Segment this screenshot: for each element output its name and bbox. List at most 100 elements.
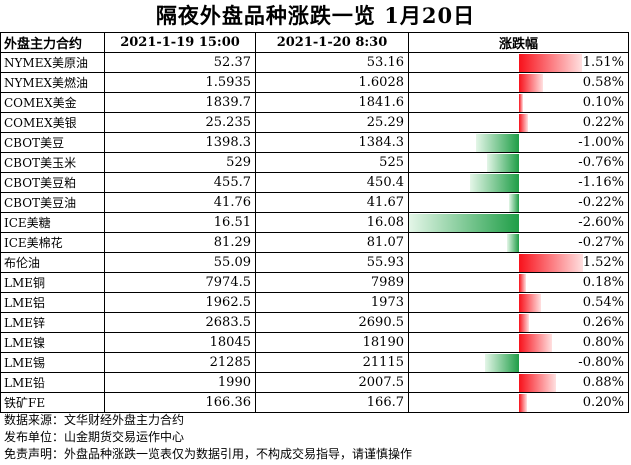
table-row: ICE美糖 16.51 16.08 -2.60% [0,212,629,233]
prev-price: 41.76 [104,192,256,213]
change-bar-up [518,334,553,352]
prev-price: 55.09 [104,252,256,273]
change-bar-up [518,394,527,412]
change-percent: 0.58% [582,75,624,90]
contract-name: LME锌 [0,312,105,333]
change-cell: 0.54% [408,292,629,313]
contract-name: 铁矿FE [0,392,105,413]
contract-name: LME铝 [0,292,105,313]
table-row: LME铜 7974.5 7989 0.18% [0,272,629,293]
table-row: LME锡 21285 21115 -0.80% [0,352,629,373]
page-title: 隔夜外盘品种涨跌一览 1月20日 [155,3,476,28]
contract-name: COMEX美银 [0,112,105,133]
table-row: CBOT美豆粕 455.7 450.4 -1.16% [0,172,629,193]
change-percent: 0.54% [582,295,624,310]
change-percent: 0.22% [582,115,624,130]
change-bar-up [518,94,523,112]
change-cell: 1.51% [408,52,629,73]
curr-price: 450.4 [255,172,409,193]
table-row: 铁矿FE 166.36 166.7 0.20% [0,392,629,413]
change-percent: -0.80% [578,355,624,370]
prev-price: 1398.3 [104,132,256,153]
curr-price: 1.6028 [255,72,409,93]
curr-price: 81.07 [255,232,409,253]
change-cell: 0.20% [408,392,629,413]
curr-price: 525 [255,152,409,173]
contract-name: COMEX美金 [0,92,105,113]
table-row: CBOT美豆油 41.76 41.67 -0.22% [0,192,629,213]
contract-name: LME锡 [0,352,105,373]
change-cell: 0.88% [408,372,629,393]
contract-name: CBOT美豆 [0,132,105,153]
table-row: 布伦油 55.09 55.93 1.52% [0,252,629,273]
change-bar-down [409,214,519,232]
table-body: NYMEX美原油 52.37 53.16 1.51% NYMEX美燃油 1.5935 1.6… [0,52,629,413]
change-bar-up [518,54,583,72]
prev-price: 1990 [104,372,256,393]
contract-name: LME铜 [0,272,105,293]
change-cell: 0.58% [408,72,629,93]
header-curr-time: 2021-1-20 8:30 [255,32,409,53]
prev-price: 18045 [104,332,256,353]
change-cell: -2.60% [408,212,629,233]
curr-price: 25.29 [255,112,409,133]
prev-price: 1839.7 [104,92,256,113]
change-percent: -0.22% [578,195,624,210]
prev-price: 1962.5 [104,292,256,313]
contract-name: LME铅 [0,372,105,393]
change-percent: -2.60% [578,215,624,230]
contract-name: ICE美糖 [0,212,105,233]
contract-name: ICE美棉花 [0,232,105,253]
footer-publisher: 发布单位：山金期货交易运作中心 [4,430,185,444]
prev-price: 52.37 [104,52,256,73]
change-cell: 1.52% [408,252,629,273]
table-row: LME镍 18045 18190 0.80% [0,332,629,353]
curr-price: 1841.6 [255,92,409,113]
curr-price: 21115 [255,352,409,373]
contract-name: CBOT美玉米 [0,152,105,173]
curr-price: 166.7 [255,392,409,413]
table-row: NYMEX美原油 52.37 53.16 1.51% [0,52,629,73]
curr-price: 1973 [255,292,409,313]
change-bar-up [518,314,530,332]
change-percent: 0.26% [582,315,624,330]
footer-source: 数据来源：文华财经外盘主力合约 [4,413,185,427]
contract-name: LME镍 [0,332,105,353]
table-row: LME铅 1990 2007.5 0.88% [0,372,629,393]
table-row: LME锌 2683.5 2690.5 0.26% [0,312,629,333]
change-cell: -0.22% [408,192,629,213]
curr-price: 55.93 [255,252,409,273]
change-cell: -0.27% [408,232,629,253]
prev-price: 25.235 [104,112,256,133]
price-table: 外盘主力合约 2021-1-19 15:00 2021-1-20 8:30 涨跌… [0,32,629,413]
contract-name: 布伦油 [0,252,105,273]
contract-name: CBOT美豆油 [0,192,105,213]
contract-name: NYMEX美燃油 [0,72,105,93]
header-change: 涨跌幅 [408,32,629,53]
change-cell: -0.76% [408,152,629,173]
table-row: COMEX美银 25.235 25.29 0.22% [0,112,629,133]
change-percent: 0.10% [582,95,624,110]
contract-name: NYMEX美原油 [0,52,105,73]
change-bar-down [509,194,519,212]
change-cell: -0.80% [408,352,629,373]
change-bar-up [518,114,528,132]
change-bar-up [518,74,543,92]
change-percent: 0.80% [582,335,624,350]
change-cell: 0.18% [408,272,629,293]
prev-price: 21285 [104,352,256,373]
curr-price: 41.67 [255,192,409,213]
change-bar-up [518,294,542,312]
prev-price: 16.51 [104,212,256,233]
contract-name: CBOT美豆粕 [0,172,105,193]
footer-disclaimer: 免责声明：外盘品种涨跌一览表仅为数据引用，不构成交易指导，请谨慎操作 [4,447,413,461]
prev-price: 1.5935 [104,72,256,93]
change-percent: -0.27% [578,235,624,250]
change-cell: 0.22% [408,112,629,133]
change-bar-up [518,254,583,272]
change-percent: 0.20% [582,395,624,410]
table-header-row: 外盘主力合约 2021-1-19 15:00 2021-1-20 8:30 涨跌… [0,32,629,53]
change-bar-up [518,274,527,292]
prev-price: 455.7 [104,172,256,193]
table-row: ICE美棉花 81.29 81.07 -0.27% [0,232,629,253]
